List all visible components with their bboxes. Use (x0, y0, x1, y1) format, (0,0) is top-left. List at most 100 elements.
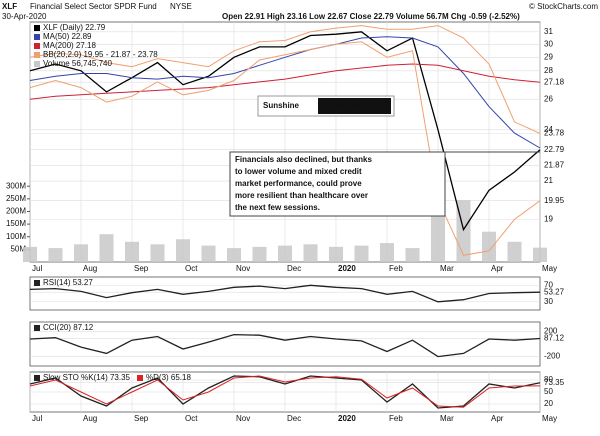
volume-bar (532, 247, 548, 262)
y-tick-label: 29 (544, 52, 553, 61)
y-tick-label: 27.18 (544, 77, 565, 86)
volume-bar (226, 248, 242, 262)
legend-label: %D(3) 65.18 (146, 373, 191, 382)
x-tick-label: Sep (134, 414, 149, 423)
x-tick-label: Oct (185, 414, 198, 423)
volume-bar (73, 244, 89, 262)
y-tick-label: 50 (544, 387, 553, 396)
y-tick-label: 21.87 (544, 161, 565, 170)
legend-label: XLF (Daily) 22.79 (43, 23, 106, 32)
y-tick-label: 19 (544, 214, 553, 223)
legend-label: Slow STO %K(14) 73.35 (43, 373, 131, 382)
volume-bar (405, 248, 420, 262)
series-line (29, 375, 541, 408)
panel-frame (29, 276, 541, 311)
volume-bar (150, 244, 165, 262)
x-tick-label: Jul (32, 414, 42, 423)
series-line-lower (29, 41, 541, 256)
y-tick-label: 70 (544, 280, 553, 289)
source: © StockCharts.com (529, 2, 598, 11)
annotation-line: the next few sessions. (235, 203, 320, 212)
volume-bar (201, 245, 216, 262)
legend-label: Volume 56,745,740 (43, 59, 112, 68)
volume-bar (252, 246, 267, 262)
panel-frame (29, 321, 541, 367)
annotation-line: more resilient than healthcare over (235, 191, 368, 200)
legend-swatch (34, 325, 40, 331)
volume-bar (481, 231, 497, 262)
x-tick-label: Apr (491, 414, 504, 423)
x-tick-label: Nov (236, 264, 250, 273)
y-tick-label: 30 (544, 39, 553, 48)
symbol: XLF (2, 2, 17, 11)
legend-label: MA(200) 27.18 (43, 41, 96, 50)
x-tick-label: Dec (287, 264, 301, 273)
series-line (29, 31, 541, 232)
x-tick-label: Feb (389, 414, 403, 423)
x-tick-label: Sep (134, 264, 149, 273)
y-tick-label: 28 (544, 66, 553, 75)
volume-bar (277, 245, 293, 262)
volume-bar (175, 239, 191, 262)
volume-bar (22, 246, 38, 262)
y-tick-label: 24 (544, 125, 553, 134)
legend-swatch (34, 61, 40, 67)
y-tick-label: 73.35 (544, 378, 565, 387)
volume-bar (379, 243, 395, 262)
x-tick-label: Oct (185, 264, 198, 273)
x-tick-label: May (542, 264, 557, 273)
legend-label: RSI(14) 53.27 (43, 278, 93, 287)
series-line (29, 333, 541, 358)
x-tick-label: Dec (287, 414, 301, 423)
annotation-box (229, 151, 446, 217)
y-tick-label: 21 (544, 176, 553, 185)
logo-right: Profits.com (322, 101, 366, 110)
x-tick-label: 2020 (338, 264, 356, 273)
y-tick-label: -200 (544, 352, 561, 361)
x-tick-label: Feb (389, 264, 403, 273)
legend-label: MA(50) 22.89 (43, 32, 92, 41)
series-line (29, 25, 541, 134)
y-tick-label: 19.95 (544, 196, 565, 205)
volume-bar (430, 216, 446, 262)
x-tick-label: Mar (440, 414, 454, 423)
volume-bar (328, 246, 344, 262)
x-tick-label: Apr (491, 264, 504, 273)
legend-swatch (34, 34, 40, 40)
fund-name: Financial Select Sector SPDR Fund (30, 2, 157, 11)
legend-swatch (34, 43, 40, 49)
y-tick-label: 87.12 (544, 334, 565, 343)
volume-bar (303, 244, 318, 262)
y-tick-label: 53.27 (544, 287, 565, 296)
volume-bar (124, 241, 140, 262)
logo-left: Sunshine (263, 101, 300, 110)
volume-bar (99, 234, 114, 262)
x-tick-label: Aug (83, 264, 97, 273)
legend-label: CCI(20) 87.12 (43, 323, 94, 332)
y-tick-label: 20 (544, 399, 553, 408)
y-tick-label: 80 (544, 375, 553, 384)
x-tick-label: Aug (83, 414, 97, 423)
legend-swatch (137, 375, 144, 381)
y2-tick-label: 50M (10, 244, 26, 253)
y2-tick-label: 200M (6, 207, 26, 216)
y-tick-label: 23.78 (544, 128, 565, 137)
series-line (29, 284, 541, 303)
volume-bar (507, 241, 522, 262)
legend-swatch (34, 25, 40, 31)
annotation-line: market performance, could prove (235, 179, 362, 188)
y-tick-label: 30 (544, 297, 553, 306)
legend-label: BB(20,2.0) 19.95 - 21.87 - 23.78 (43, 50, 158, 59)
x-tick-label: 2020 (338, 414, 356, 423)
legend-swatch (34, 375, 40, 381)
y2-tick-label: 300M (6, 181, 26, 190)
legend-swatch (34, 280, 40, 286)
exchange: NYSE (170, 2, 192, 11)
legend-swatch (34, 52, 40, 58)
quote: Open 22.91 High 23.16 Low 22.67 Close 22… (222, 12, 520, 21)
date: 30-Apr-2020 (2, 12, 47, 21)
y-tick-label: 22.79 (544, 145, 565, 154)
annotation-line: Financials also declined, but thanks (235, 155, 372, 164)
y-tick-label: 200 (544, 327, 558, 336)
